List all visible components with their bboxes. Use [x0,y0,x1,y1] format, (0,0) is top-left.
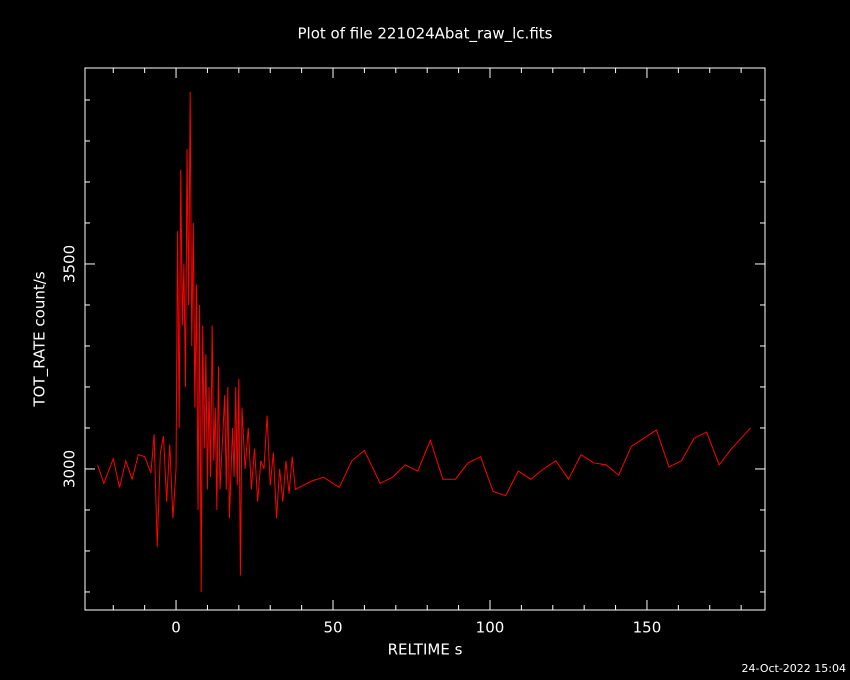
y-axis-label: TOT_RATE count/s [31,271,50,407]
x-tick-label: 150 [633,619,662,637]
x-tick-label: 0 [171,619,181,637]
data-line [97,91,751,592]
x-tick-label: 100 [476,619,505,637]
x-tick-label: 50 [323,619,342,637]
y-tick-label: 3500 [61,245,79,283]
chart-title: Plot of file 221024Abat_raw_lc.fits [298,25,553,44]
y-tick-label: 3000 [61,450,79,488]
plot-frame [84,67,766,611]
x-axis-label: RELTIME s [388,641,463,659]
timestamp: 24-Oct-2022 15:04 [742,662,846,675]
